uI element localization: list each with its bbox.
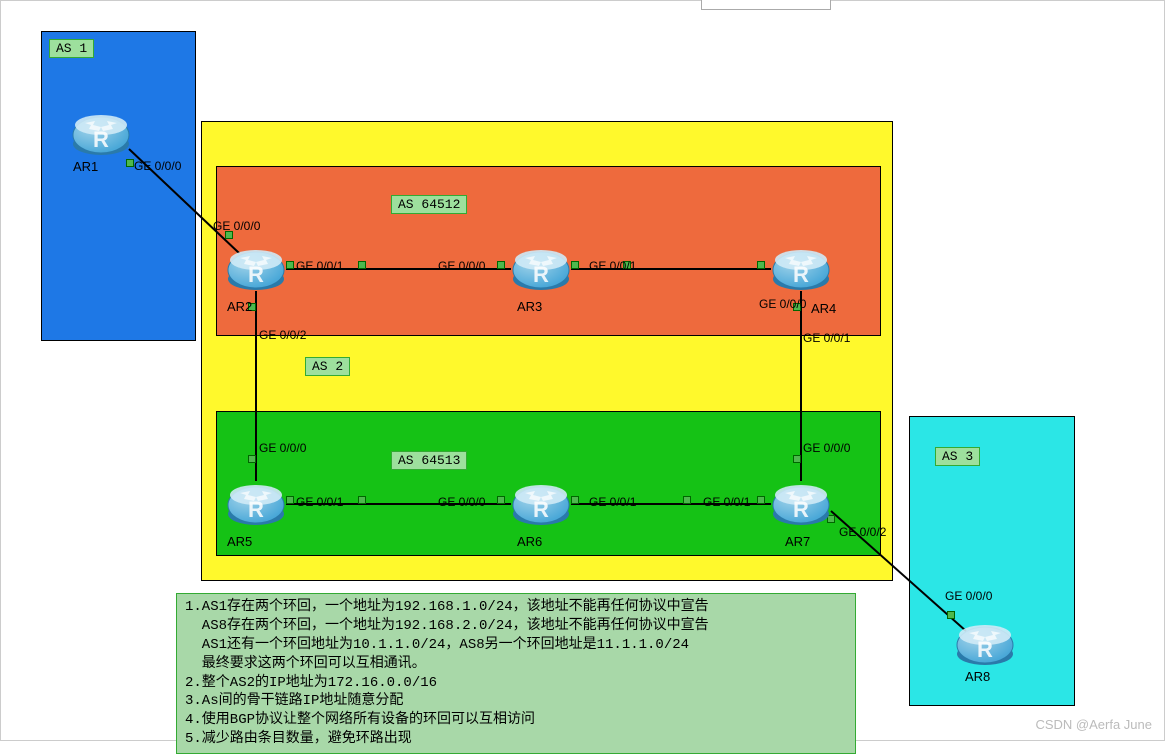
port-label: GE 0/0/1: [296, 259, 343, 273]
port-dot: [683, 496, 691, 504]
port-label: GE 0/0/1: [803, 331, 850, 345]
router-ar6[interactable]: R: [511, 481, 571, 526]
as64513-label: AS 64513: [391, 451, 467, 470]
svg-text:R: R: [793, 262, 809, 287]
port-dot: [757, 496, 765, 504]
requirements-notes: 1.AS1存在两个环回，一个地址为192.168.1.0/24，该地址不能再任何…: [176, 593, 856, 754]
as2-label: AS 2: [305, 357, 350, 376]
port-dot: [286, 496, 294, 504]
port-dot: [497, 496, 505, 504]
port-label: GE 0/0/1: [589, 259, 636, 273]
port-label: GE 0/0/1: [589, 495, 636, 509]
port-label: GE 0/0/0: [259, 441, 306, 455]
router-ar5[interactable]: R: [226, 481, 286, 526]
svg-text:R: R: [93, 127, 109, 152]
port-label: GE 0/0/0: [945, 589, 992, 603]
port-dot: [571, 261, 579, 269]
router-label-ar1: AR1: [73, 159, 98, 174]
port-dot: [757, 261, 765, 269]
port-label: GE 0/0/2: [839, 525, 886, 539]
port-label: GE 0/0/0: [438, 495, 485, 509]
router-label-ar6: AR6: [517, 534, 542, 549]
router-ar7[interactable]: R: [771, 481, 831, 526]
svg-text:R: R: [533, 262, 549, 287]
router-ar8[interactable]: R: [955, 621, 1015, 666]
svg-text:R: R: [248, 497, 264, 522]
port-dot: [571, 496, 579, 504]
svg-text:R: R: [977, 637, 993, 662]
router-label-ar8: AR8: [965, 669, 990, 684]
router-ar4[interactable]: R: [771, 246, 831, 291]
watermark: CSDN @Aerfa June: [1035, 717, 1152, 732]
port-label: GE 0/0/0: [134, 159, 181, 173]
svg-text:R: R: [533, 497, 549, 522]
router-label-ar4: AR4: [811, 301, 836, 316]
region-as1: [41, 31, 196, 341]
svg-text:R: R: [248, 262, 264, 287]
port-dot: [286, 261, 294, 269]
router-ar3[interactable]: R: [511, 246, 571, 291]
router-ar2[interactable]: R: [226, 246, 286, 291]
port-dot: [358, 496, 366, 504]
port-label: GE 0/0/1: [703, 495, 750, 509]
port-dot: [947, 611, 955, 619]
window-tab-cut: [701, 0, 831, 10]
port-dot: [358, 261, 366, 269]
as64512-label: AS 64512: [391, 195, 467, 214]
router-label-ar3: AR3: [517, 299, 542, 314]
port-label: GE 0/0/0: [759, 297, 806, 311]
as1-label: AS 1: [49, 39, 94, 58]
port-dot: [126, 159, 134, 167]
router-label-ar5: AR5: [227, 534, 252, 549]
port-dot: [497, 261, 505, 269]
port-label: GE 0/0/1: [296, 495, 343, 509]
port-label: GE 0/0/0: [438, 259, 485, 273]
port-label: GE 0/0/0: [803, 441, 850, 455]
router-ar1[interactable]: R: [71, 111, 131, 156]
port-label: GE 0/0/2: [259, 328, 306, 342]
router-label-ar7: AR7: [785, 534, 810, 549]
svg-text:R: R: [793, 497, 809, 522]
port-label: GE 0/0/0: [213, 219, 260, 233]
port-dot: [793, 455, 801, 463]
port-dot: [248, 455, 256, 463]
as3-label: AS 3: [935, 447, 980, 466]
router-label-ar2: AR2: [227, 299, 252, 314]
